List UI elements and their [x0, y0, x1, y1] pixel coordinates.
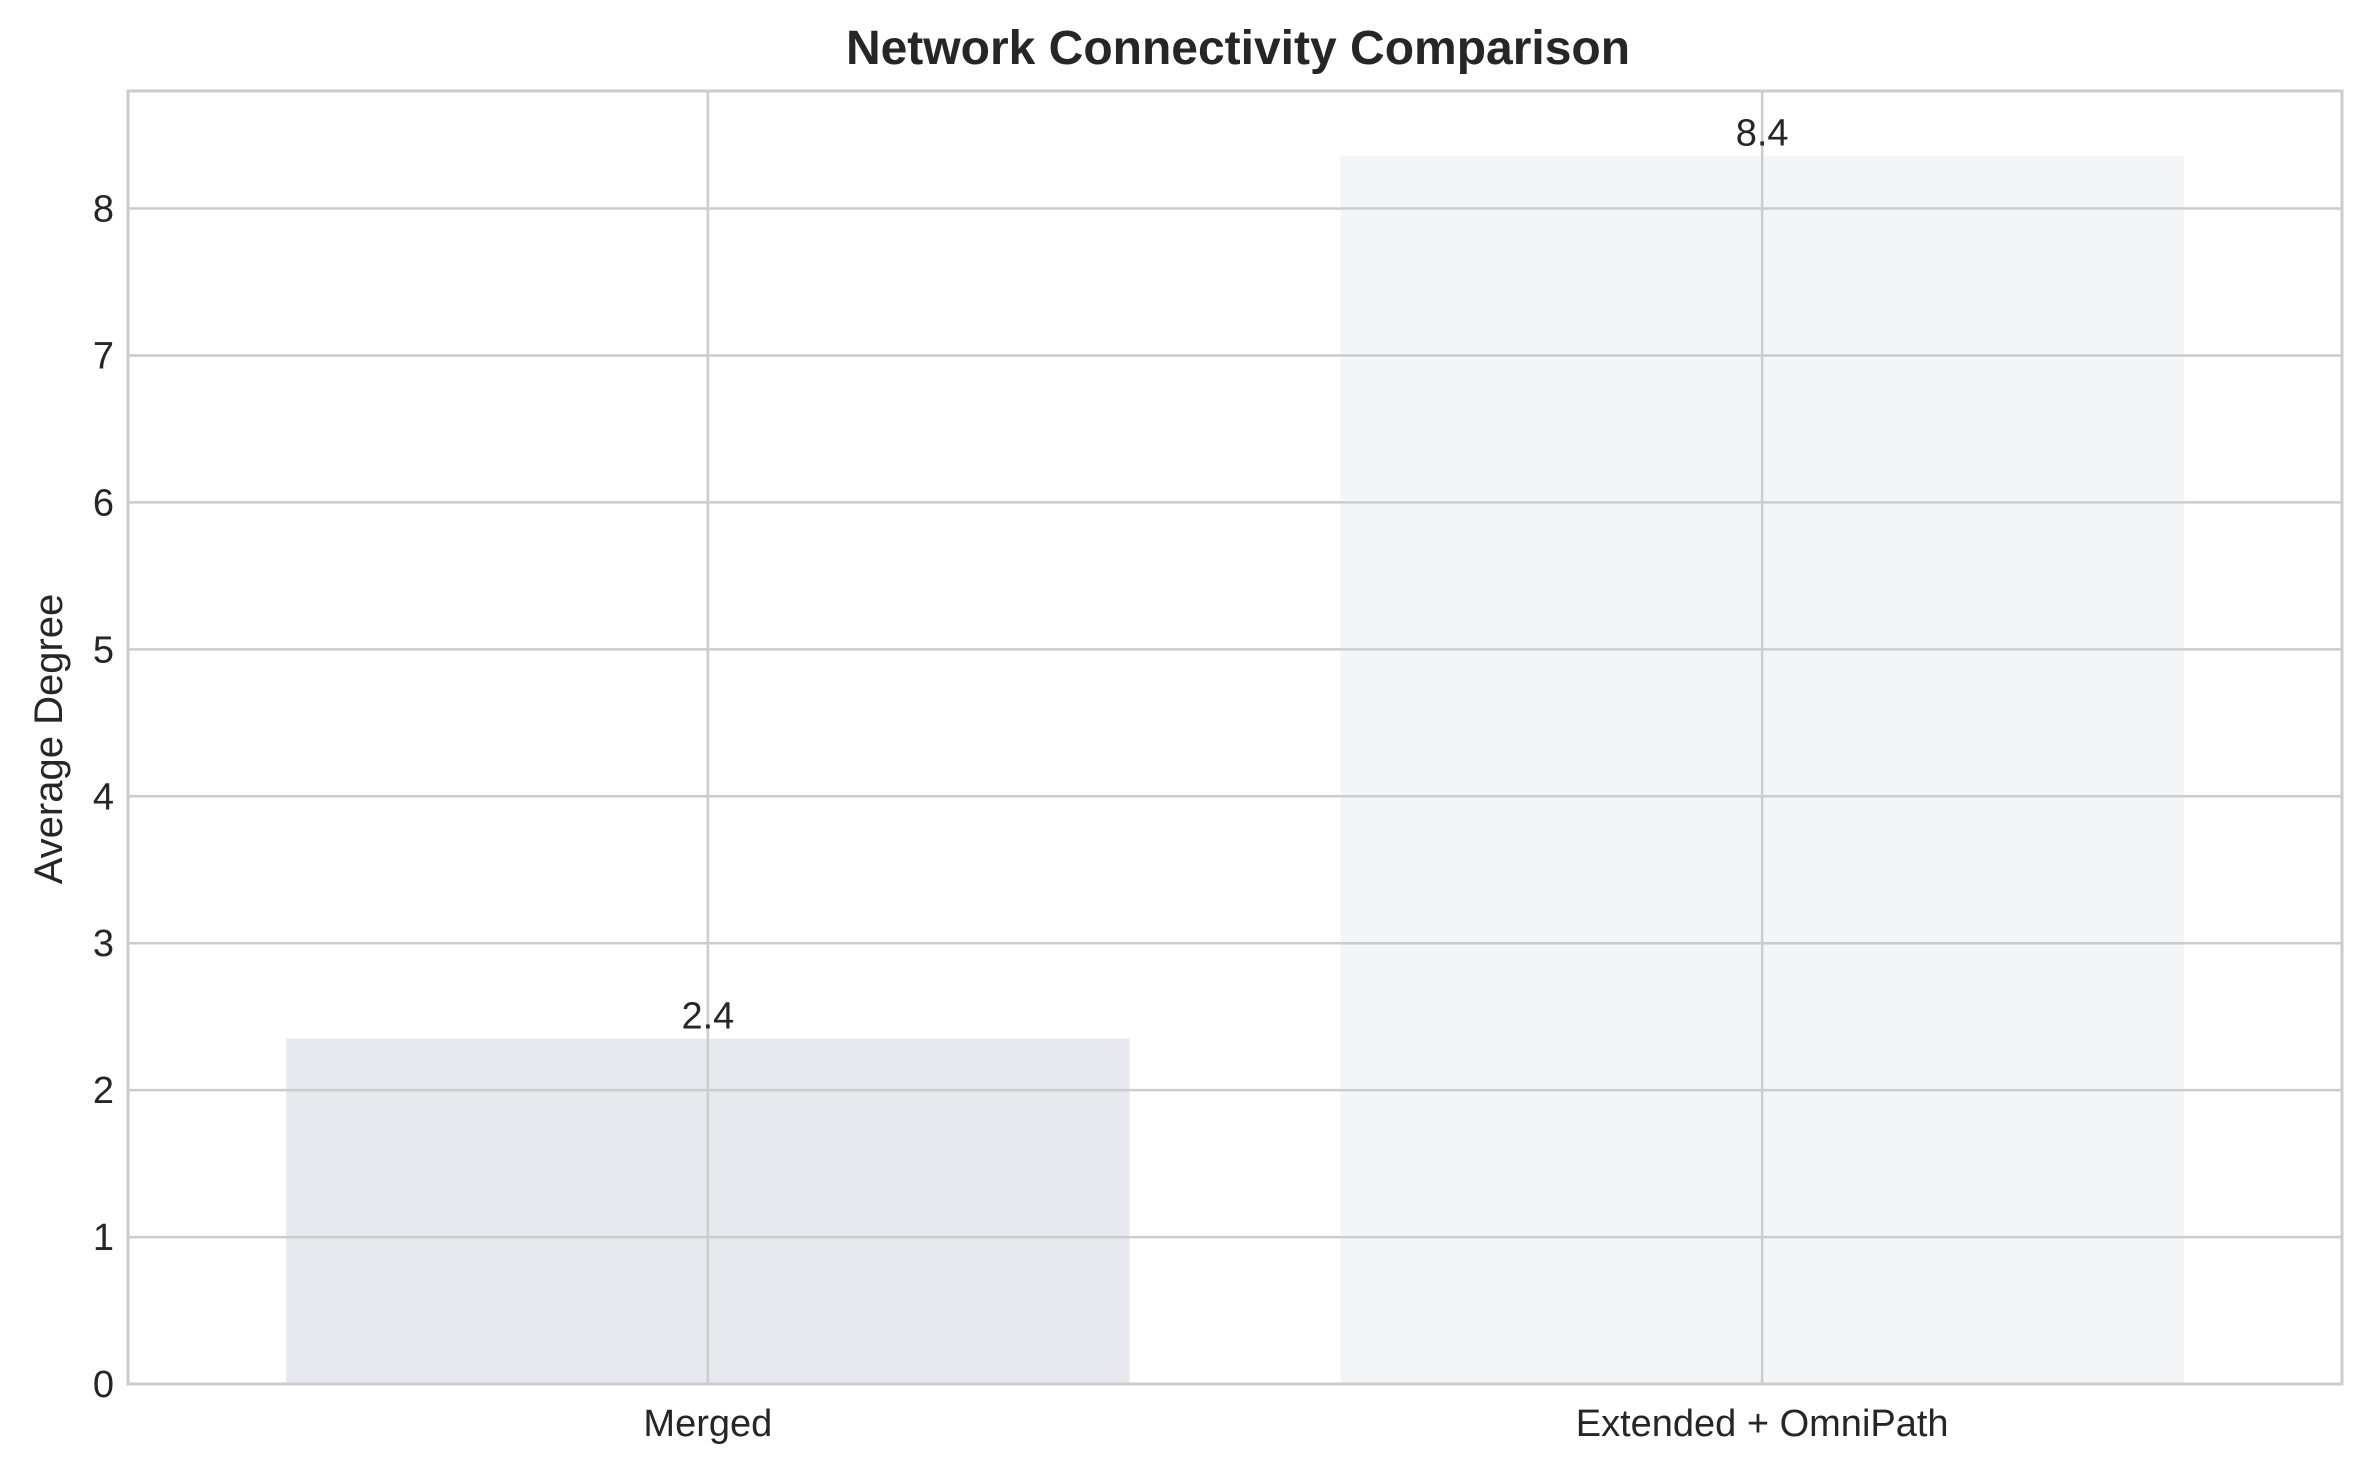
bars-layer	[286, 155, 2184, 1384]
y-tick-label-1: 1	[93, 1217, 114, 1259]
y-tick-label-0: 0	[93, 1364, 114, 1406]
y-tick-label-7: 7	[93, 335, 114, 377]
y-tick-label-8: 8	[93, 189, 114, 231]
x-tick-label-1: Extended + OmniPath	[1576, 1403, 1949, 1445]
y-tick-label-4: 4	[93, 776, 114, 818]
grid-layer	[128, 91, 2342, 1386]
bar-value-label-0: 2.4	[681, 996, 734, 1038]
y-axis-label: Average Degree	[27, 594, 71, 885]
chart-title: Network Connectivity Comparison	[846, 22, 1630, 75]
x-tick-label-0: Merged	[643, 1403, 772, 1445]
bar-value-label-1: 8.4	[1736, 113, 1789, 155]
y-tick-label-5: 5	[93, 629, 114, 671]
labels-layer: 0 1 2 3 4 5 6 7 8 Merged Extended + OmniPath 2.4 8.4	[93, 113, 1949, 1445]
plot-frame	[126, 89, 2344, 1386]
y-tick-label-2: 2	[93, 1070, 114, 1112]
y-tick-label-3: 3	[93, 923, 114, 965]
y-tick-label-6: 6	[93, 482, 114, 524]
